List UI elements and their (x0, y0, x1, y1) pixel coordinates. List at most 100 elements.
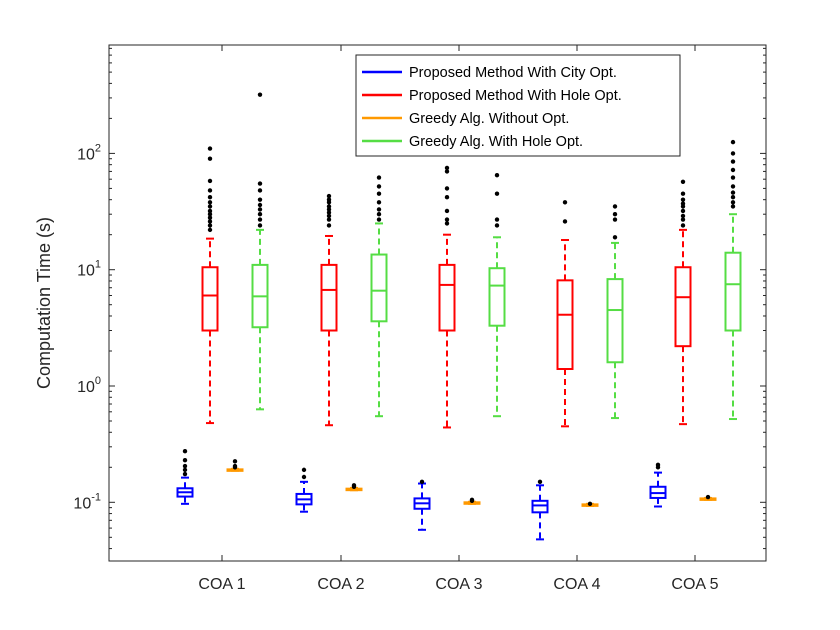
box-coa-4 (531, 479, 549, 541)
outlier-point (730, 167, 736, 173)
outlier-point (444, 186, 450, 191)
outlier-point (207, 188, 213, 193)
outlier-point (562, 219, 568, 224)
outlier-point (730, 204, 736, 209)
outlier-point (257, 212, 263, 217)
outlier-point (494, 172, 500, 178)
outlier-point (326, 197, 332, 202)
x-tick-label: COA 1 (198, 576, 245, 593)
box-body (606, 278, 624, 364)
outlier-point (207, 156, 213, 161)
outlier-point (207, 195, 213, 200)
y-tick-label: 102 (77, 142, 101, 163)
outlier-point (587, 501, 593, 507)
box-body (370, 253, 388, 323)
outlier-point (680, 223, 686, 228)
outlier-point (680, 197, 686, 202)
y-axis-label: Computation Time (s) (34, 217, 54, 389)
box-body (556, 279, 574, 371)
outlier-point (376, 212, 382, 217)
y-tick-exponent: -1 (91, 491, 101, 503)
box-coa-2 (320, 193, 338, 427)
box-coa-4 (581, 501, 599, 507)
outlier-point (680, 213, 686, 219)
outlier-point (257, 197, 263, 202)
series-1 (176, 449, 667, 541)
outlier-point (207, 212, 213, 217)
legend-label: Greedy Alg. With Hole Opt. (409, 134, 583, 150)
box-coa-5 (649, 462, 667, 508)
outlier-point (730, 184, 736, 189)
outlier-point (351, 483, 357, 488)
legend-label: Greedy Alg. Without Opt. (409, 111, 569, 127)
outlier-point (730, 151, 736, 156)
outlier-point (257, 202, 263, 208)
outlier-point (730, 175, 736, 180)
series-2 (201, 146, 692, 429)
box-coa-5 (674, 179, 692, 426)
box-coa-1 (226, 459, 244, 472)
outlier-point (182, 458, 188, 463)
outlier-point (257, 217, 263, 222)
outlier-point (730, 195, 736, 200)
box-coa-5 (699, 494, 717, 501)
outlier-point (705, 494, 711, 500)
box-coa-1 (201, 146, 219, 425)
box-coa-2 (295, 467, 313, 513)
outlier-point (444, 165, 450, 171)
x-tick-label: COA 4 (553, 576, 600, 593)
series-4 (251, 92, 742, 421)
outlier-point (207, 208, 213, 214)
box-body (724, 251, 742, 332)
box-body (438, 263, 456, 332)
outlier-point (730, 159, 736, 164)
outlier-point (232, 459, 238, 464)
outlier-point (444, 217, 450, 222)
outlier-point (680, 191, 686, 196)
outlier-point (326, 204, 332, 209)
x-tick-label: COA 3 (435, 576, 482, 593)
y-tick-exponent: 0 (95, 375, 101, 387)
box-body (201, 266, 219, 332)
outlier-point (680, 179, 686, 184)
x-tick-label: COA 2 (317, 576, 364, 593)
box-coa-1 (176, 449, 194, 505)
outlier-point (562, 200, 568, 205)
outlier-point (655, 462, 661, 468)
outlier-point (301, 467, 307, 473)
outlier-point (182, 463, 188, 469)
outlier-point (207, 215, 213, 220)
outlier-point (444, 208, 450, 214)
outlier-point (419, 479, 425, 485)
outlier-point (444, 195, 450, 200)
box-coa-3 (438, 165, 456, 429)
legend-label: Proposed Method With Hole Opt. (409, 88, 622, 104)
outlier-point (207, 146, 213, 151)
outlier-point (207, 223, 213, 228)
y-tick-base: 10 (73, 495, 91, 512)
outlier-point (326, 223, 332, 228)
x-axis: COA 1 COA 2 COA 3 COA 4 COA 5 (198, 45, 719, 593)
legend-label: Proposed Method With City Opt. (409, 65, 617, 81)
outlier-point (182, 471, 188, 477)
box-body (320, 263, 338, 332)
box-coa-3 (463, 497, 481, 505)
outlier-point (494, 191, 500, 196)
x-tick-label: COA 5 (671, 576, 718, 593)
box-coa-1 (251, 92, 269, 411)
boxes-layer (176, 92, 742, 541)
outlier-point (730, 190, 736, 195)
outlier-point (257, 207, 263, 212)
box-coa-5 (724, 139, 742, 421)
box-body (674, 266, 692, 348)
box-body (531, 499, 549, 514)
outlier-point (376, 175, 382, 180)
outlier-point (730, 139, 736, 145)
y-tick-base: 10 (77, 263, 95, 280)
box-coa-4 (556, 200, 574, 428)
y-tick-label: 100 (77, 375, 101, 396)
outlier-point (444, 169, 450, 174)
outlier-point (376, 184, 382, 189)
